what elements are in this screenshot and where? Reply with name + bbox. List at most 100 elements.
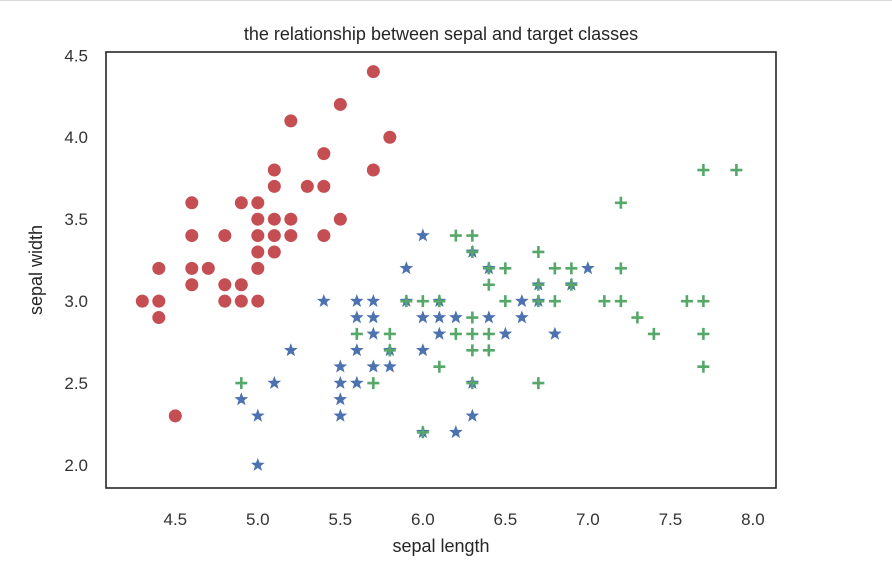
circle-point <box>251 245 265 259</box>
y-tick-label: 4.5 <box>64 46 88 65</box>
y-tick-label: 3.5 <box>64 210 88 229</box>
star-point <box>416 228 430 242</box>
star-point <box>515 293 529 307</box>
circle-point <box>383 130 397 144</box>
circle-point <box>185 278 199 292</box>
star-point <box>449 425 463 439</box>
circle-point <box>201 261 215 275</box>
plus-point <box>400 295 413 308</box>
circle-point <box>168 409 182 423</box>
y-axis-ticks: 2.0 2.5 3.0 3.5 4.0 4.5 <box>64 46 88 475</box>
star-point <box>432 310 447 324</box>
circle-point <box>251 261 265 275</box>
plus-point <box>449 327 462 340</box>
star-point <box>349 310 364 324</box>
plus-point <box>367 377 380 390</box>
plus-point <box>730 164 743 177</box>
chart-title: the relationship between sepal and targe… <box>244 24 638 44</box>
star-point <box>416 310 430 324</box>
star-point <box>366 293 381 307</box>
star-point <box>333 375 348 389</box>
star-point <box>366 310 381 324</box>
circle-point <box>267 245 281 259</box>
y-tick-label: 2.5 <box>64 374 88 393</box>
x-tick-label: 4.5 <box>163 510 187 529</box>
plus-point <box>614 295 627 308</box>
circle-point <box>251 196 265 210</box>
plus-point <box>565 278 578 291</box>
plus-point <box>647 327 660 340</box>
star-point <box>349 293 364 307</box>
plus-point <box>697 360 710 373</box>
x-axis-label: sepal length <box>392 536 489 556</box>
circle-point <box>267 229 281 243</box>
star-point <box>333 408 348 422</box>
circle-point <box>185 261 199 275</box>
plus-point <box>235 377 248 390</box>
data-points <box>135 65 743 471</box>
circle-point <box>251 212 265 226</box>
plus-point <box>482 327 495 340</box>
star-point <box>267 375 282 389</box>
top-divider <box>0 0 892 1</box>
plus-point <box>433 360 446 373</box>
circle-point <box>267 163 281 177</box>
plus-point <box>416 295 429 308</box>
x-tick-label: 7.5 <box>659 510 683 529</box>
x-tick-label: 7.0 <box>576 510 600 529</box>
circle-point <box>333 212 347 226</box>
star-point <box>515 310 529 324</box>
plus-point <box>532 278 545 291</box>
plus-point <box>466 377 479 390</box>
plus-point <box>383 344 396 357</box>
star-point <box>581 261 595 275</box>
star-point <box>333 392 348 406</box>
circle-point <box>218 278 232 292</box>
star-point <box>399 261 414 275</box>
circle-point <box>234 294 248 308</box>
plus-point <box>548 295 561 308</box>
x-tick-label: 6.0 <box>411 510 435 529</box>
star-point <box>316 293 331 307</box>
circle-point <box>185 229 199 243</box>
plus-point <box>466 245 479 258</box>
x-tick-label: 5.0 <box>246 510 270 529</box>
circle-point <box>300 179 314 193</box>
circle-point <box>267 179 281 193</box>
plus-point <box>482 344 495 357</box>
plus-point <box>499 295 512 308</box>
plus-point <box>565 262 578 275</box>
circle-point <box>234 278 248 292</box>
star-point <box>234 392 249 406</box>
circle-point <box>317 229 331 243</box>
star-point <box>283 343 298 357</box>
star-point <box>333 359 348 373</box>
plus-point <box>532 377 545 390</box>
star-point <box>366 326 381 340</box>
circle-point <box>251 294 265 308</box>
plus-point <box>416 426 429 439</box>
plot-area-frame <box>105 51 777 489</box>
circle-point <box>267 212 281 226</box>
plus-point <box>697 295 710 308</box>
x-axis-ticks: 4.5 5.0 5.5 6.0 6.5 7.0 7.5 8.0 <box>163 510 764 529</box>
plus-point <box>466 311 479 324</box>
star-point <box>250 457 265 471</box>
star-point <box>482 310 496 324</box>
circle-point <box>317 147 331 161</box>
y-axis-label: sepal width <box>26 225 46 315</box>
plus-point <box>466 327 479 340</box>
plus-point <box>631 311 644 324</box>
circle-point <box>152 294 166 308</box>
circle-point <box>284 212 298 226</box>
plus-point <box>383 327 396 340</box>
plus-point <box>466 344 479 357</box>
circle-point <box>366 163 380 177</box>
circle-point <box>366 65 380 79</box>
circle-point <box>284 114 298 128</box>
plus-point <box>598 295 611 308</box>
plus-point <box>697 327 710 340</box>
plus-point <box>697 164 710 177</box>
plus-point <box>548 262 561 275</box>
